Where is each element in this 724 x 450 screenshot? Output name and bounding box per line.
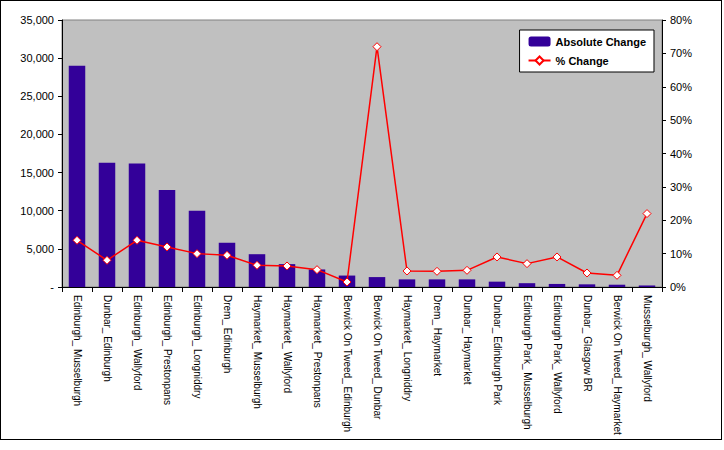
svg-text:20%: 20%: [670, 214, 692, 226]
svg-text:60%: 60%: [670, 81, 692, 93]
svg-text:Absolute Change: Absolute Change: [556, 36, 646, 48]
svg-text:Dunbar_ Haymarket: Dunbar_ Haymarket: [462, 295, 473, 385]
svg-text:Haymarket_ Musselburgh: Haymarket_ Musselburgh: [252, 295, 263, 409]
svg-text:25,000: 25,000: [20, 90, 54, 102]
svg-text:0%: 0%: [670, 281, 686, 293]
svg-text:Edinburgh Park_ Wallyford: Edinburgh Park_ Wallyford: [552, 295, 563, 414]
svg-text:80%: 80%: [670, 14, 692, 26]
svg-text:35,000: 35,000: [20, 14, 54, 26]
svg-text:Dunbar_ Glasgow BR: Dunbar_ Glasgow BR: [582, 295, 593, 392]
svg-text:5,000: 5,000: [26, 243, 54, 255]
svg-text:20,000: 20,000: [20, 128, 54, 140]
svg-text:Haymarket_ Wallyford: Haymarket_ Wallyford: [282, 295, 293, 393]
svg-text:15,000: 15,000: [20, 167, 54, 179]
svg-text:Edinburgh_ Longniddry: Edinburgh_ Longniddry: [192, 295, 203, 398]
svg-text:Berwick On Tweed_ Edinburgh: Berwick On Tweed_ Edinburgh: [342, 295, 353, 432]
svg-text:Haymarket_ Longniddry: Haymarket_ Longniddry: [402, 295, 413, 401]
svg-text:40%: 40%: [670, 148, 692, 160]
svg-text:10,000: 10,000: [20, 205, 54, 217]
svg-text:Edinburgh_ Wallyford: Edinburgh_ Wallyford: [132, 295, 143, 390]
svg-text:50%: 50%: [670, 114, 692, 126]
svg-text:Musselburgh_ Wallyford: Musselburgh_ Wallyford: [642, 295, 653, 402]
svg-text:Edinburgh_ Musselburgh: Edinburgh_ Musselburgh: [72, 295, 83, 406]
svg-text:Edinburgh Park_ Musselburgh: Edinburgh Park_ Musselburgh: [522, 295, 533, 430]
svg-text:Berwick On Tweed_ Dunbar: Berwick On Tweed_ Dunbar: [372, 295, 383, 420]
svg-text:Edinburgh_ Prestonpans: Edinburgh_ Prestonpans: [162, 295, 173, 405]
svg-text:70%: 70%: [670, 47, 692, 59]
svg-text:10%: 10%: [670, 248, 692, 260]
svg-text:Drem_ Edinburgh: Drem_ Edinburgh: [222, 295, 233, 373]
svg-text:30%: 30%: [670, 181, 692, 193]
svg-text:Drem_ Haymarket: Drem_ Haymarket: [432, 295, 443, 376]
svg-text:Haymarket_ Prestonpans: Haymarket_ Prestonpans: [312, 295, 323, 408]
svg-text:% Change: % Change: [556, 55, 609, 67]
svg-text:Dunbar_ Edinburgh Park: Dunbar_ Edinburgh Park: [492, 295, 503, 406]
svg-text:30,000: 30,000: [20, 52, 54, 64]
svg-text:-: -: [50, 281, 54, 293]
svg-text:Dunbar_ Edinburgh: Dunbar_ Edinburgh: [102, 295, 113, 382]
svg-text:Berwick On Tweed_ Haymarket: Berwick On Tweed_ Haymarket: [612, 295, 623, 435]
